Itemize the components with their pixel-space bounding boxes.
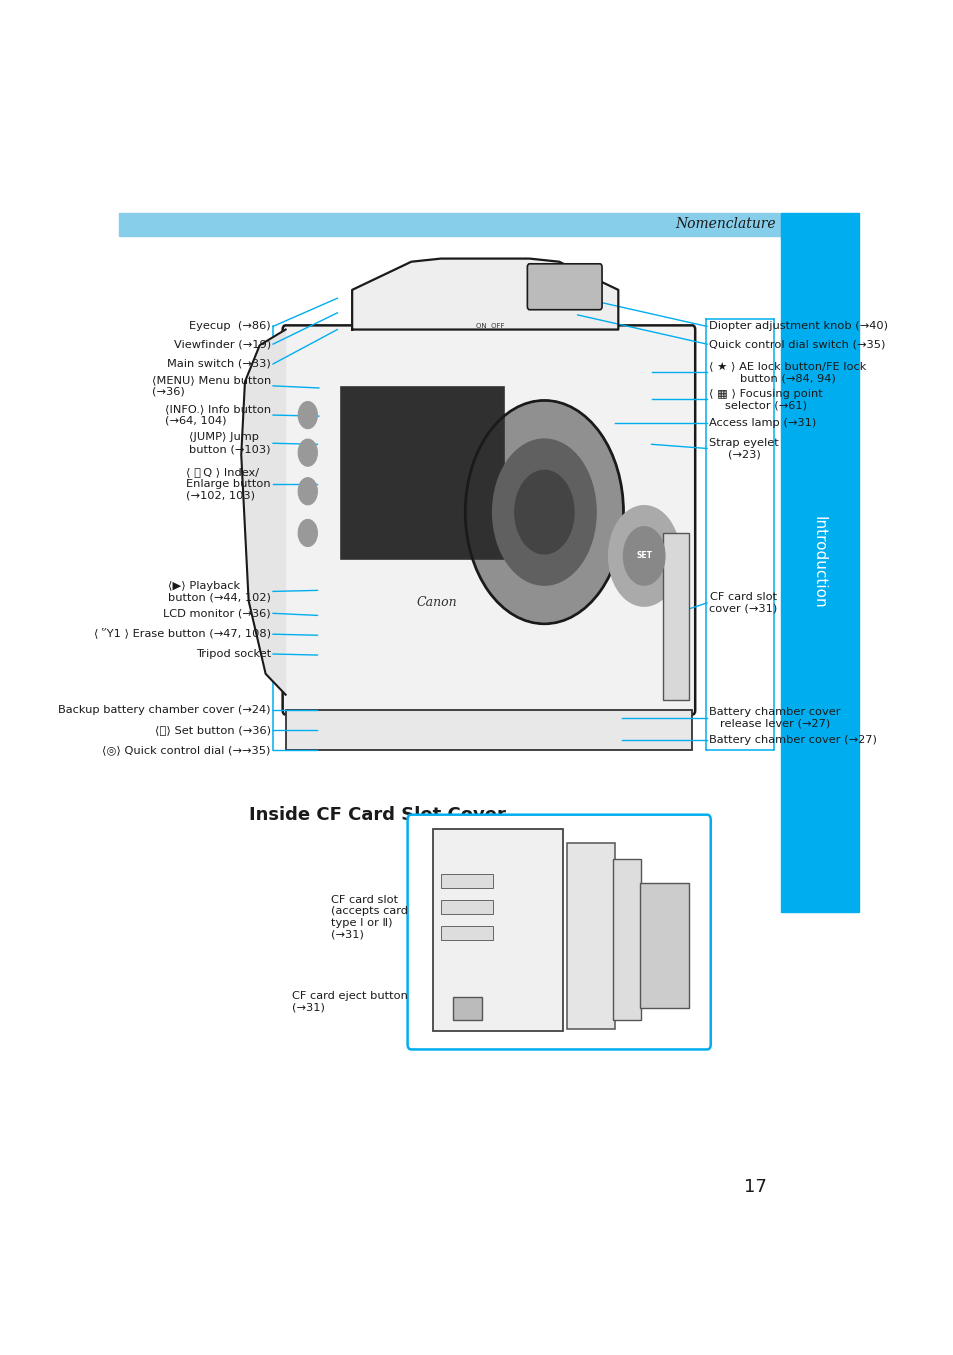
FancyBboxPatch shape bbox=[282, 325, 695, 714]
Text: ⟨▶⟩ Playback
button (→44, 102): ⟨▶⟩ Playback button (→44, 102) bbox=[168, 580, 271, 602]
Text: ⟨INFO.⟩ Info button
(→64, 104): ⟨INFO.⟩ Info button (→64, 104) bbox=[165, 404, 271, 425]
Bar bbox=[613, 859, 640, 1020]
Text: ⟨ ▦ ⟩ Focusing point
selector (→61): ⟨ ▦ ⟩ Focusing point selector (→61) bbox=[708, 389, 822, 411]
Circle shape bbox=[298, 439, 317, 466]
Text: ⟨ ⬜ Q ⟩ Index/
Enlarge button
(→102, 103): ⟨ ⬜ Q ⟩ Index/ Enlarge button (→102, 103… bbox=[186, 467, 271, 500]
Bar bbox=[433, 829, 562, 1031]
Bar bbox=[639, 882, 688, 1008]
Text: Main switch (→33): Main switch (→33) bbox=[167, 359, 271, 369]
Text: Viewfinder (→19): Viewfinder (→19) bbox=[173, 339, 271, 350]
Circle shape bbox=[298, 478, 317, 505]
Text: Backup battery chamber cover (→24): Backup battery chamber cover (→24) bbox=[58, 706, 271, 715]
Text: Introduction: Introduction bbox=[811, 516, 826, 608]
Text: Battery chamber cover
release lever (→27): Battery chamber cover release lever (→27… bbox=[708, 707, 840, 729]
Text: Battery chamber cover (→27): Battery chamber cover (→27) bbox=[708, 734, 876, 745]
Text: Access lamp (→31): Access lamp (→31) bbox=[708, 419, 816, 428]
Circle shape bbox=[298, 401, 317, 428]
Text: ⟨◎⟩ Quick control dial (→→35): ⟨◎⟩ Quick control dial (→→35) bbox=[102, 745, 271, 755]
Circle shape bbox=[466, 402, 621, 622]
Text: CF card slot
cover (→31): CF card slot cover (→31) bbox=[708, 592, 777, 614]
Bar bbox=[285, 710, 692, 751]
Circle shape bbox=[515, 470, 574, 554]
Circle shape bbox=[298, 519, 317, 546]
Text: Eyecup  (→86): Eyecup (→86) bbox=[189, 321, 271, 332]
Text: ⟨JUMP⟩ Jump
button (→103): ⟨JUMP⟩ Jump button (→103) bbox=[189, 432, 271, 454]
Text: SET: SET bbox=[636, 551, 652, 561]
Circle shape bbox=[608, 505, 679, 606]
Text: Quick control dial switch (→35): Quick control dial switch (→35) bbox=[708, 339, 884, 350]
Circle shape bbox=[492, 439, 596, 585]
Bar bbox=[440, 927, 492, 940]
FancyBboxPatch shape bbox=[407, 814, 710, 1049]
Text: Tripod socket: Tripod socket bbox=[195, 649, 271, 659]
Text: Nomenclature: Nomenclature bbox=[675, 217, 775, 232]
Text: Canon: Canon bbox=[416, 596, 457, 610]
Text: ⟨Ⓢ⟩ Set button (→36): ⟨Ⓢ⟩ Set button (→36) bbox=[154, 725, 271, 736]
Bar bbox=[453, 997, 481, 1020]
Text: CF card eject button
(→31): CF card eject button (→31) bbox=[292, 991, 407, 1012]
Polygon shape bbox=[352, 259, 618, 329]
Text: ⟨ ★ ⟩ AE lock button/FE lock
button (→84, 94): ⟨ ★ ⟩ AE lock button/FE lock button (→84… bbox=[708, 362, 865, 383]
Text: ON  OFF: ON OFF bbox=[476, 324, 504, 329]
Text: Strap eyelet
(→23): Strap eyelet (→23) bbox=[708, 438, 779, 459]
Bar bbox=[440, 874, 492, 888]
Polygon shape bbox=[241, 329, 285, 695]
Bar bbox=[566, 843, 614, 1028]
Text: Diopter adjustment knob (→40): Diopter adjustment knob (→40) bbox=[708, 321, 887, 332]
Bar bbox=[440, 900, 492, 913]
Bar bbox=[341, 388, 503, 560]
Text: CF card slot
(accepts card
type Ⅰ or Ⅱ)
(→31): CF card slot (accepts card type Ⅰ or Ⅱ) … bbox=[331, 894, 407, 939]
Text: ⟨MENU⟩ Menu button
(→36): ⟨MENU⟩ Menu button (→36) bbox=[152, 375, 271, 397]
Circle shape bbox=[623, 527, 664, 585]
Bar bbox=[781, 213, 858, 912]
Bar bbox=[662, 533, 688, 701]
FancyBboxPatch shape bbox=[527, 264, 601, 310]
Text: LCD monitor (→36): LCD monitor (→36) bbox=[163, 608, 271, 618]
Text: 17: 17 bbox=[743, 1177, 765, 1196]
Text: Inside CF Card Slot Cover: Inside CF Card Slot Cover bbox=[249, 806, 505, 824]
Text: ⟨ Ὕ1 ⟩ Erase button (→47, 108): ⟨ Ὕ1 ⟩ Erase button (→47, 108) bbox=[93, 629, 271, 640]
Bar bbox=[119, 213, 781, 236]
